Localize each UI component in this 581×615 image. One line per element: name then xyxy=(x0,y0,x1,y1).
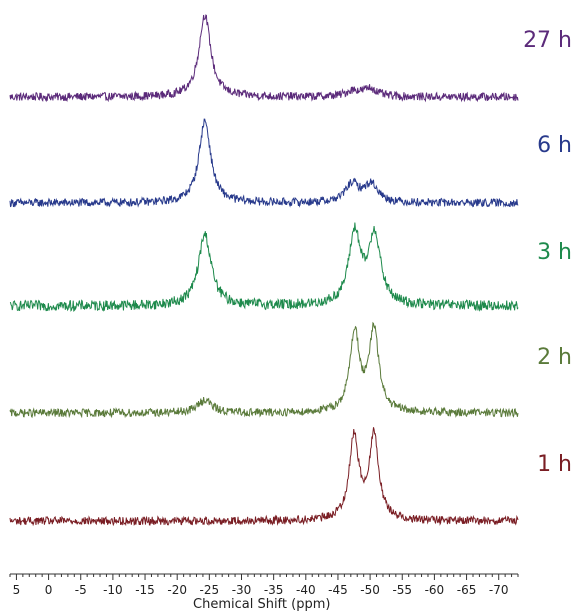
trace-label-2: 6 h xyxy=(537,133,572,158)
x-tick-label: -35 xyxy=(264,583,284,597)
x-tick-label: -50 xyxy=(360,583,380,597)
x-tick-label: -65 xyxy=(457,583,477,597)
spectrum-trace-2 xyxy=(9,118,519,208)
x-tick-label: -25 xyxy=(200,583,220,597)
x-tick-label: 0 xyxy=(45,583,53,597)
spectra-traces xyxy=(9,14,519,527)
x-tick-label: -20 xyxy=(167,583,187,597)
trace-label-4: 2 h xyxy=(537,345,572,370)
x-tick-label: -15 xyxy=(135,583,155,597)
x-tick-label: -45 xyxy=(328,583,348,597)
x-tick-label: -55 xyxy=(392,583,412,597)
x-tick-label: -10 xyxy=(103,583,123,597)
x-tick-label: -30 xyxy=(232,583,252,597)
x-tick-label: -70 xyxy=(489,583,509,597)
x-tick-label: -5 xyxy=(75,583,87,597)
spectrum-trace-4 xyxy=(9,321,519,419)
x-tick-label: -60 xyxy=(425,583,445,597)
x-axis: 5 0 -5 -10 -15 -20 -25 -30 -35 -40 -45 -50 -55 -60 -65… xyxy=(9,573,519,597)
x-axis-title: Chemical Shift (ppm) xyxy=(193,597,331,612)
trace-label-5: 1 h xyxy=(537,452,572,477)
x-tick-label: 5 xyxy=(13,583,21,597)
trace-label-1: 27 h xyxy=(523,28,572,53)
spectrum-trace-3 xyxy=(9,222,519,312)
spectrum-trace-5 xyxy=(9,427,519,527)
x-tick-label: -40 xyxy=(296,583,316,597)
spectrum-trace-1 xyxy=(9,14,519,103)
trace-label-3: 3 h xyxy=(537,240,572,265)
